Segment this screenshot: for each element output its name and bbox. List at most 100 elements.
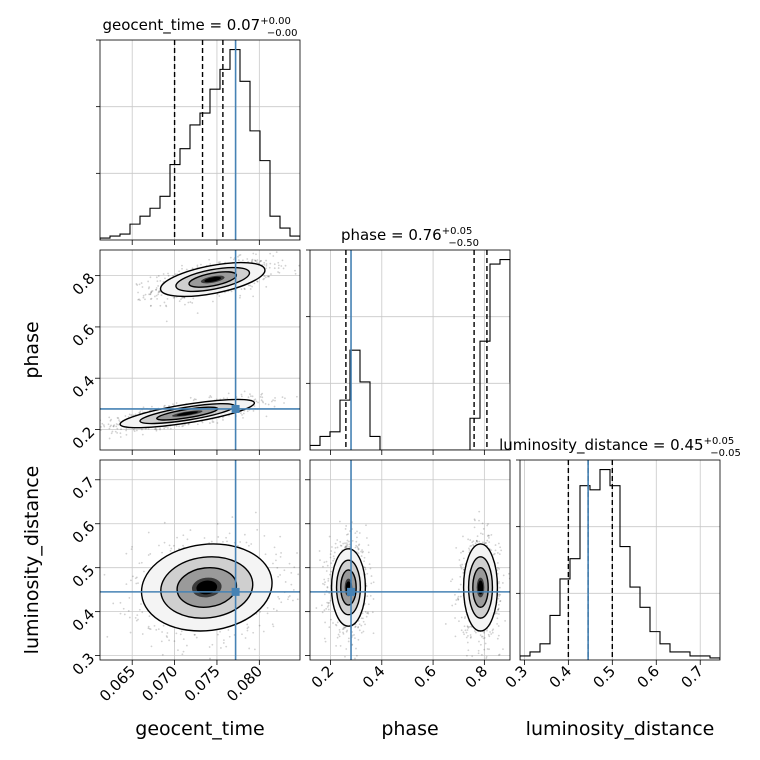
sample-point	[162, 273, 165, 275]
sample-point	[355, 647, 357, 650]
sample-point	[134, 616, 137, 619]
sample-point	[366, 572, 369, 575]
sample-point	[357, 664, 359, 666]
sample-point	[166, 297, 169, 300]
sample-point	[461, 550, 464, 553]
sample-point	[144, 298, 146, 301]
sample-point	[497, 542, 500, 545]
sample-point	[330, 562, 333, 565]
sample-point	[165, 320, 168, 323]
sample-point	[159, 304, 162, 307]
sample-point	[191, 302, 194, 304]
sample-point	[155, 628, 158, 631]
sample-point	[269, 252, 272, 255]
sample-point	[260, 259, 262, 262]
x-tick-label: 0.075	[181, 662, 224, 705]
sample-point	[336, 621, 339, 624]
sample-point	[147, 554, 150, 556]
sample-point	[136, 284, 139, 286]
sample-point	[477, 649, 480, 652]
sample-point	[239, 296, 241, 299]
sample-point	[498, 595, 501, 597]
sample-point	[115, 425, 118, 428]
sample-point	[334, 623, 337, 626]
x-tick-label: 0.6	[410, 662, 440, 692]
sample-point	[137, 582, 139, 585]
sample-point	[189, 396, 192, 399]
sample-point	[148, 286, 151, 288]
sample-point	[256, 261, 258, 264]
histogram-phase	[310, 258, 510, 450]
sample-point	[322, 582, 324, 585]
sample-point	[475, 539, 478, 542]
panel-content-phase-vs-luminosity_distance	[310, 460, 510, 666]
sample-point	[148, 615, 151, 618]
sample-point	[241, 414, 243, 416]
sample-point	[258, 624, 261, 627]
panel-border-hist-geocent_time	[99, 39, 301, 241]
sample-point	[167, 274, 170, 277]
xlabel-geocent_time: geocent_time	[135, 718, 264, 740]
sample-point	[364, 610, 367, 613]
sample-point	[131, 545, 133, 548]
sample-point	[103, 425, 106, 428]
sample-point	[345, 546, 348, 549]
sample-point	[366, 612, 369, 615]
sample-point	[336, 546, 339, 549]
sample-point	[372, 581, 375, 584]
sample-point	[184, 303, 186, 306]
sample-point	[345, 630, 348, 633]
sample-point	[181, 267, 183, 270]
sample-point	[139, 299, 141, 302]
sample-point	[125, 427, 128, 430]
sample-point	[358, 629, 361, 632]
sample-point	[344, 626, 346, 629]
panel-content-geocent_time-vs-phase	[100, 250, 300, 450]
sample-point	[345, 533, 348, 536]
sample-point	[498, 593, 501, 596]
sample-point	[277, 575, 280, 578]
y-tick-label: 0.4	[69, 372, 99, 402]
truth-marker	[231, 404, 240, 413]
sample-point	[130, 414, 133, 416]
sample-point	[246, 410, 249, 413]
sample-point	[156, 298, 158, 300]
sample-point	[473, 518, 476, 521]
x-tick-label: 0.7	[677, 662, 707, 692]
gridlines-hist-phase	[330, 250, 485, 450]
sample-point	[230, 290, 233, 293]
sample-point	[160, 294, 163, 297]
sample-point	[144, 293, 147, 296]
sample-point	[340, 544, 343, 547]
sample-point	[271, 623, 274, 626]
sample-point	[468, 549, 471, 551]
sample-point	[272, 608, 275, 610]
sample-point	[343, 626, 346, 629]
sample-point	[130, 548, 133, 551]
sample-point	[114, 430, 117, 433]
sample-point	[346, 629, 349, 632]
sample-point	[484, 542, 487, 545]
sample-point	[468, 547, 470, 550]
sample-point	[168, 544, 171, 547]
sample-point	[184, 423, 186, 426]
sample-point	[150, 291, 152, 294]
sample-point	[363, 560, 365, 563]
sample-point	[180, 630, 183, 633]
sample-point	[458, 620, 460, 623]
sample-point	[457, 588, 460, 591]
sample-point	[193, 398, 196, 401]
sample-point	[256, 280, 259, 283]
sample-point	[135, 619, 138, 622]
sample-point	[265, 263, 268, 265]
sample-point	[228, 635, 231, 638]
sample-point	[163, 405, 165, 408]
sample-point	[239, 541, 242, 543]
sample-point	[155, 287, 158, 289]
sample-point	[246, 623, 249, 626]
sample-point	[496, 612, 498, 615]
sample-point	[369, 594, 372, 597]
sample-point	[243, 533, 246, 536]
sample-point	[499, 600, 502, 603]
sample-point	[294, 272, 297, 275]
